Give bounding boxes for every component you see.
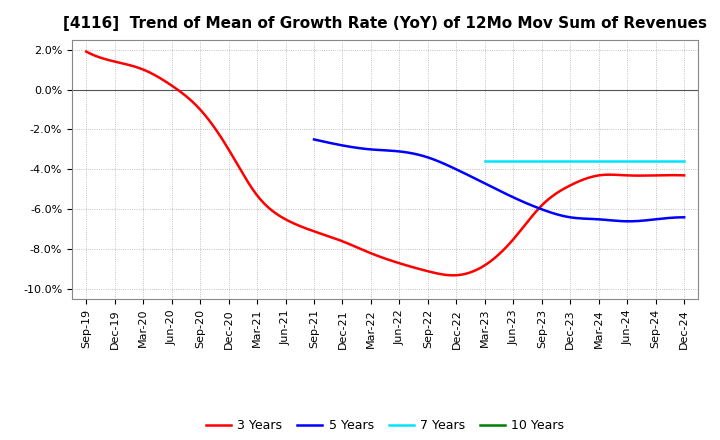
5 Years [647, 217, 655, 223]
5 Years [528, 203, 537, 209]
7 Years [537, 159, 546, 164]
5 Years [530, 204, 539, 209]
7 Years [595, 159, 603, 164]
3 Years [448, 273, 456, 278]
7 Years [680, 159, 688, 164]
Line: 3 Years: 3 Years [86, 51, 684, 275]
5 Years [310, 137, 318, 142]
5 Years [536, 206, 545, 212]
3 Years [438, 272, 446, 277]
3 Years [436, 271, 444, 277]
7 Years [623, 159, 631, 164]
7 Years [480, 159, 489, 164]
3 Years [588, 174, 596, 180]
7 Years [566, 159, 575, 164]
5 Years [624, 219, 633, 224]
Legend: 3 Years, 5 Years, 7 Years, 10 Years: 3 Years, 5 Years, 7 Years, 10 Years [201, 414, 570, 437]
3 Years [450, 273, 459, 278]
5 Years [621, 219, 630, 224]
7 Years [509, 159, 518, 164]
3 Years [84, 50, 93, 55]
5 Years [680, 215, 688, 220]
5 Years [311, 137, 320, 143]
3 Years [680, 173, 688, 178]
Line: 5 Years: 5 Years [314, 139, 684, 221]
7 Years [652, 159, 660, 164]
3 Years [626, 173, 634, 178]
3 Years [82, 49, 91, 54]
Title: [4116]  Trend of Mean of Growth Rate (YoY) of 12Mo Mov Sum of Revenues: [4116] Trend of Mean of Growth Rate (YoY… [63, 16, 707, 32]
